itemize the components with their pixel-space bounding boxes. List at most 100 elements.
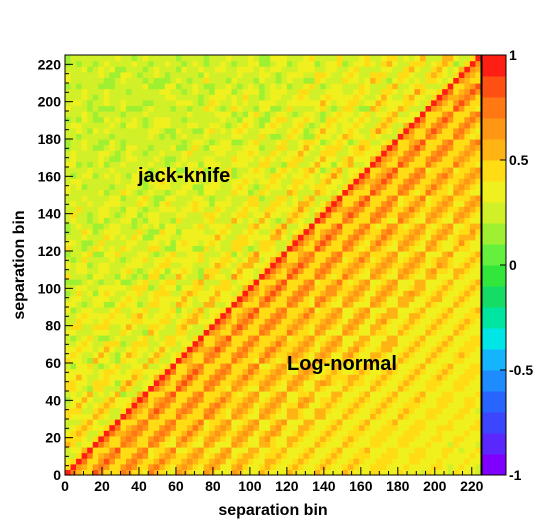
heatmap-cell <box>225 340 232 347</box>
heatmap-cell <box>325 301 332 308</box>
heatmap-cell <box>148 167 155 174</box>
heatmap-cell <box>419 262 427 269</box>
heatmap-cell <box>248 245 255 252</box>
heatmap-cell <box>248 368 255 375</box>
heatmap-cell <box>342 335 349 342</box>
heatmap-cell <box>275 195 282 202</box>
heatmap-cell <box>231 228 238 235</box>
heatmap-cell <box>142 396 149 403</box>
heatmap-cell <box>225 256 232 263</box>
heatmap-cell <box>242 105 249 112</box>
heatmap-cell <box>114 178 122 185</box>
heatmap-cell <box>364 161 371 168</box>
heatmap-cell <box>297 374 305 381</box>
heatmap-cell <box>214 318 221 325</box>
heatmap-cell <box>358 133 366 140</box>
heatmap-cell <box>364 139 371 146</box>
heatmap-cell <box>419 452 427 459</box>
heatmap-cell <box>109 402 116 409</box>
heatmap-cell <box>392 447 399 454</box>
heatmap-cell <box>98 71 105 78</box>
heatmap-cell <box>148 396 155 403</box>
heatmap-cell <box>192 407 199 414</box>
heatmap-cell <box>242 77 249 84</box>
heatmap-cell <box>309 463 316 470</box>
heatmap-cell <box>419 71 427 78</box>
heatmap-cell <box>347 66 355 73</box>
heatmap-cell <box>70 357 77 364</box>
heatmap-cell <box>425 435 432 442</box>
heatmap-cell <box>103 144 110 151</box>
heatmap-cell <box>148 335 155 342</box>
heatmap-cell <box>214 396 221 403</box>
heatmap-cell <box>259 116 266 123</box>
heatmap-cell <box>203 413 210 420</box>
heatmap-cell <box>347 239 355 246</box>
heatmap-cell <box>187 206 194 213</box>
heatmap-cell <box>253 71 260 78</box>
heatmap-cell <box>137 111 144 118</box>
heatmap-cell <box>220 94 227 101</box>
heatmap-cell <box>397 290 404 297</box>
heatmap-cell <box>292 88 299 95</box>
heatmap-cell <box>114 139 122 146</box>
heatmap-cell <box>375 55 382 62</box>
heatmap-cell <box>281 144 288 151</box>
heatmap-cell <box>70 178 77 185</box>
heatmap-cell <box>175 71 183 78</box>
heatmap-cell <box>187 323 194 330</box>
heatmap-cell <box>109 396 116 403</box>
heatmap-cell <box>408 284 416 291</box>
heatmap-cell <box>386 66 393 73</box>
heatmap-cell <box>103 94 110 101</box>
heatmap-cell <box>419 335 427 342</box>
heatmap-cell <box>137 295 144 302</box>
heatmap-cell <box>109 77 116 84</box>
heatmap-cell <box>275 407 282 414</box>
heatmap-cell <box>109 127 116 134</box>
heatmap-cell <box>425 178 432 185</box>
heatmap-cell <box>209 88 216 95</box>
heatmap-cell <box>126 458 133 465</box>
heatmap-cell <box>375 419 382 426</box>
heatmap-cell <box>236 368 244 375</box>
heatmap-cell <box>198 307 205 314</box>
heatmap-cell <box>314 66 321 73</box>
heatmap-cell <box>314 167 321 174</box>
heatmap-cell <box>214 183 221 190</box>
heatmap-cell <box>126 195 133 202</box>
heatmap-cell <box>403 452 410 459</box>
heatmap-cell <box>375 452 382 459</box>
heatmap-cell <box>309 441 316 448</box>
heatmap-cell <box>175 239 183 246</box>
heatmap-cell <box>275 239 282 246</box>
heatmap-cell <box>431 447 438 454</box>
heatmap-cell <box>386 441 393 448</box>
heatmap-cell <box>364 402 371 409</box>
heatmap-cell <box>214 99 221 106</box>
heatmap-cell <box>381 273 388 280</box>
heatmap-cell <box>114 368 122 375</box>
heatmap-cell <box>264 200 271 207</box>
heatmap-cell <box>281 469 288 476</box>
heatmap-cell <box>187 363 194 370</box>
heatmap-cell <box>137 94 144 101</box>
heatmap-cell <box>92 122 99 129</box>
heatmap-cell <box>392 318 399 325</box>
heatmap-cell <box>198 469 205 476</box>
heatmap-cell <box>142 273 149 280</box>
heatmap-cell <box>358 71 366 78</box>
heatmap-cell <box>192 385 199 392</box>
heatmap-cell <box>303 267 310 274</box>
heatmap-cell <box>275 245 282 252</box>
heatmap-cell <box>253 83 260 90</box>
heatmap-cell <box>203 391 210 398</box>
heatmap-cell <box>114 435 122 442</box>
heatmap-cell <box>159 374 166 381</box>
heatmap-cell <box>364 262 371 269</box>
heatmap-cell <box>347 385 355 392</box>
heatmap-cell <box>403 262 410 269</box>
heatmap-cell <box>164 357 171 364</box>
heatmap-cell <box>242 391 249 398</box>
heatmap-cell <box>87 413 94 420</box>
